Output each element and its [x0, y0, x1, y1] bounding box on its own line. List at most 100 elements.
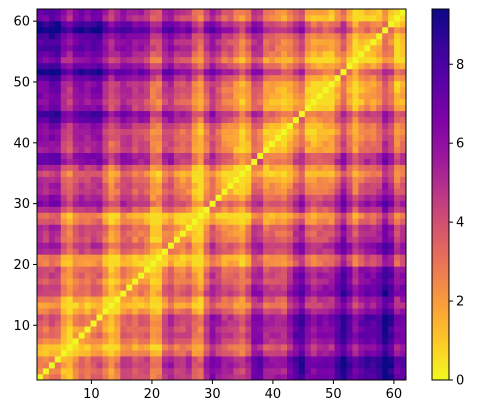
heatmap-cell [239, 116, 246, 124]
heatmap-cell [382, 230, 389, 237]
heatmap-cell [215, 362, 222, 369]
heatmap-cell [257, 152, 264, 159]
heatmap-cell [322, 44, 329, 52]
heatmap-cell [304, 74, 312, 82]
heatmap-cell [144, 80, 151, 88]
heatmap-cell [179, 26, 187, 34]
heatmap-cell [281, 68, 288, 76]
heatmap-cell [120, 260, 127, 267]
heatmap-cell [90, 176, 97, 183]
heatmap-cell [227, 218, 234, 225]
heatmap-cell [316, 272, 324, 279]
heatmap-cell [239, 170, 246, 177]
heatmap-cell [275, 38, 282, 46]
heatmap-cell [78, 224, 85, 231]
heatmap-cell [138, 206, 145, 213]
heatmap-cell [156, 38, 163, 46]
heatmap-cell [275, 134, 282, 141]
heatmap-cell [316, 200, 324, 207]
heatmap-cell [215, 248, 222, 255]
heatmap-cell [316, 236, 324, 243]
heatmap-cell [257, 26, 264, 34]
heatmap-cell [84, 188, 91, 195]
heatmap-cell [251, 122, 258, 130]
heatmap-cell [42, 242, 50, 249]
heatmap-cell [364, 332, 371, 339]
heatmap-cell [197, 362, 204, 369]
heatmap-cell [126, 242, 133, 249]
heatmap-cell [150, 128, 157, 136]
heatmap-cell [257, 206, 264, 213]
heatmap-cell [167, 38, 175, 46]
heatmap-cell [370, 332, 377, 339]
heatmap-cell [60, 26, 68, 34]
heatmap-cell [78, 50, 85, 58]
heatmap-cell [304, 230, 312, 237]
heatmap-cell [203, 338, 210, 345]
heatmap-cell [54, 230, 62, 237]
heatmap-cell [328, 218, 335, 225]
heatmap-cell [215, 122, 222, 130]
heatmap-cell [66, 14, 74, 22]
heatmap-cell [191, 116, 199, 124]
heatmap-cell [197, 32, 204, 40]
heatmap-cell [37, 368, 44, 375]
heatmap-cell [251, 38, 258, 46]
heatmap-cell [275, 266, 282, 273]
heatmap-cell [114, 170, 121, 177]
heatmap-cell [376, 86, 383, 94]
heatmap-cell [275, 188, 282, 195]
heatmap-cell [257, 188, 264, 195]
heatmap-cell [191, 362, 199, 369]
heatmap-cell [346, 362, 353, 369]
heatmap-cell [84, 308, 91, 315]
heatmap-cell [364, 308, 371, 315]
heatmap-cell [310, 170, 318, 177]
heatmap-cell [138, 158, 145, 165]
heatmap-cell [90, 296, 97, 303]
heatmap-cell [322, 218, 329, 225]
heatmap-cell [138, 146, 145, 153]
heatmap-cell [358, 212, 365, 219]
heatmap-cell [120, 374, 127, 381]
heatmap-cell [352, 362, 359, 369]
heatmap-cell [126, 146, 133, 153]
heatmap-cell [316, 134, 324, 141]
heatmap-cell [316, 254, 324, 261]
heatmap-cell [60, 32, 68, 40]
heatmap-cell [400, 68, 407, 76]
heatmap-cell [382, 146, 389, 153]
heatmap-cell [370, 254, 377, 261]
heatmap-cell [42, 74, 50, 82]
heatmap-cell [102, 326, 109, 333]
heatmap-cell [42, 266, 50, 273]
heatmap-cell [173, 356, 181, 363]
heatmap-cell [78, 86, 85, 94]
heatmap-cell [340, 56, 347, 64]
heatmap-cell [316, 248, 324, 255]
heatmap-cell [394, 32, 401, 40]
heatmap-cell [298, 194, 306, 201]
heatmap-cell [209, 260, 216, 267]
heatmap-cell [215, 164, 222, 171]
heatmap-cell [191, 194, 199, 201]
heatmap-cell [138, 314, 145, 321]
heatmap-cell [340, 104, 347, 112]
heatmap-cell [167, 302, 175, 309]
heatmap-cell [48, 116, 56, 124]
heatmap-cell [84, 230, 91, 237]
heatmap-cell [388, 92, 395, 100]
heatmap-cell [382, 194, 389, 201]
heatmap-cell [114, 26, 121, 34]
heatmap-cell [358, 104, 365, 112]
heatmap-cell [263, 26, 270, 34]
heatmap-cell [156, 158, 163, 165]
heatmap-cell [108, 344, 115, 351]
heatmap-cell [191, 164, 199, 171]
heatmap-cell [292, 266, 300, 273]
heatmap-cell [233, 164, 240, 171]
heatmap-cell [370, 20, 377, 28]
heatmap-cell [400, 290, 407, 297]
heatmap-cell [84, 98, 91, 106]
heatmap-cell [108, 104, 115, 112]
